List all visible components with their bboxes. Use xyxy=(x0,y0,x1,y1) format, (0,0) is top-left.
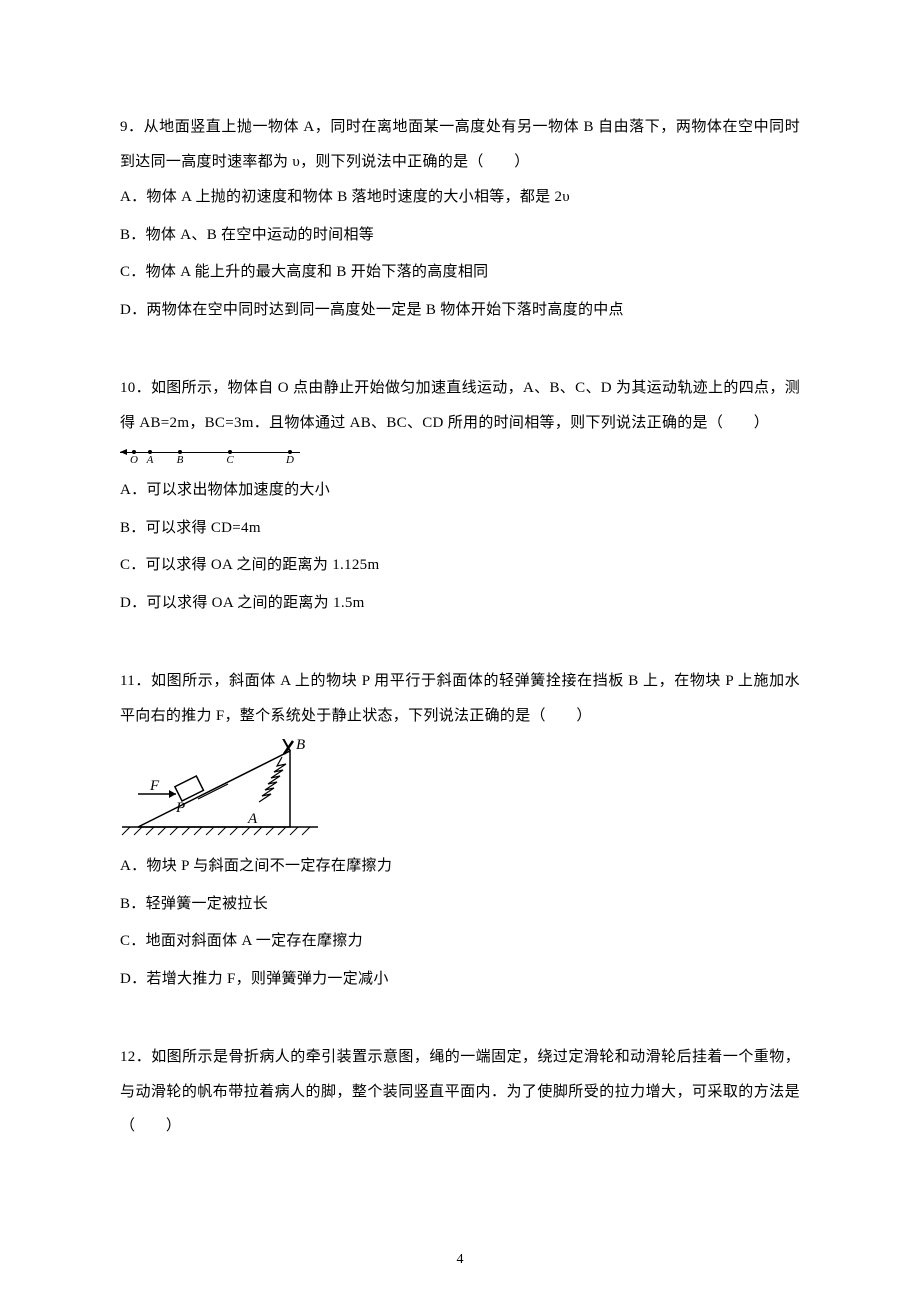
label-incline: A xyxy=(247,811,258,827)
question-10-option-c: C．可以求得 OA 之间的距离为 1.125m xyxy=(120,547,800,585)
label-top: B xyxy=(296,739,305,753)
question-11-option-c: C．地面对斜面体 A 一定存在摩擦力 xyxy=(120,923,800,961)
question-11-option-d: D．若增大推力 F，则弹簧弹力一定减小 xyxy=(120,961,800,999)
number-line-label: C xyxy=(226,454,233,466)
number-line-label: A xyxy=(147,454,154,466)
number-line-label: O xyxy=(130,454,138,466)
question-9-option-a: A．物体 A 上抛的初速度和物体 B 落地时速度的大小相等，都是 2υ xyxy=(120,179,800,217)
label-force: F xyxy=(149,778,160,794)
question-9: 9．从地面竖直上抛一物体 A，同时在离地面某一高度处有另一物体 B 自由落下，两… xyxy=(120,110,800,329)
page-number: 4 xyxy=(0,1252,920,1268)
number-line-label: D xyxy=(286,454,294,466)
question-11-option-a: A．物块 P 与斜面之间不一定存在摩擦力 xyxy=(120,848,800,886)
question-10: 10．如图所示，物体自 O 点由静止开始做匀加速直线运动，A、B、C、D 为其运… xyxy=(120,371,800,622)
question-9-option-c: C．物体 A 能上升的最大高度和 B 开始下落的高度相同 xyxy=(120,254,800,292)
question-12: 12．如图所示是骨折病人的牵引装置示意图，绳的一端固定，绕过定滑轮和动滑轮后挂着… xyxy=(120,1040,800,1144)
question-10-option-d: D．可以求得 OA 之间的距离为 1.5m xyxy=(120,585,800,623)
label-block: P xyxy=(175,800,185,816)
question-11: 11．如图所示，斜面体 A 上的物块 P 用平行于斜面体的轻弹簧拴接在挡板 B … xyxy=(120,664,800,998)
question-10-stem: 10．如图所示，物体自 O 点由静止开始做匀加速直线运动，A、B、C、D 为其运… xyxy=(120,371,800,440)
question-10-diagram: OA B C D xyxy=(120,446,300,466)
number-line-label: B xyxy=(177,454,184,466)
question-10-option-b: B．可以求得 CD=4m xyxy=(120,510,800,548)
question-9-stem: 9．从地面竖直上抛一物体 A，同时在离地面某一高度处有另一物体 B 自由落下，两… xyxy=(120,110,800,179)
question-10-option-a: A．可以求出物体加速度的大小 xyxy=(120,472,800,510)
question-11-diagram: F P A B xyxy=(120,739,800,844)
number-line xyxy=(120,452,300,453)
question-11-option-b: B．轻弹簧一定被拉长 xyxy=(120,886,800,924)
question-9-option-b: B．物体 A、B 在空中运动的时间相等 xyxy=(120,217,800,255)
question-11-stem: 11．如图所示，斜面体 A 上的物块 P 用平行于斜面体的轻弹簧拴接在挡板 B … xyxy=(120,664,800,733)
question-9-option-d: D．两物体在空中同时达到同一高度处一定是 B 物体开始下落时高度的中点 xyxy=(120,292,800,330)
incline-diagram-svg: F P A B xyxy=(120,739,320,839)
document-page: 9．从地面竖直上抛一物体 A，同时在离地面某一高度处有另一物体 B 自由落下，两… xyxy=(0,0,920,1302)
question-12-stem: 12．如图所示是骨折病人的牵引装置示意图，绳的一端固定，绕过定滑轮和动滑轮后挂着… xyxy=(120,1040,800,1144)
